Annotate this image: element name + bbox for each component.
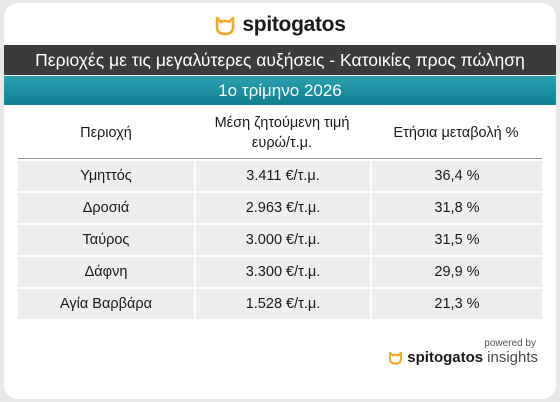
cell-change: 31,8 % [372,193,542,223]
cell-change: 21,3 % [372,289,542,319]
cell-area: Δροσιά [18,193,194,223]
report-card: spitogatos Περιοχές με τις μεγαλύτερες α… [4,3,556,399]
cell-change: 31,5 % [372,225,542,255]
table-body: Υμηττός 3.411 €/τ.μ. 36,4 % Δροσιά 2.963… [18,161,542,319]
cell-price: 3.300 €/τ.μ. [196,257,370,287]
table-header: Περιοχή Μέση ζητούμενη τιμή ευρώ/τ.μ. Ετ… [18,109,542,159]
table-row: Δάφνη 3.300 €/τ.μ. 29,9 % [18,257,542,287]
header-price: Μέση ζητούμενη τιμή ευρώ/τ.μ. [194,109,370,158]
cell-price: 3.000 €/τ.μ. [196,225,370,255]
cell-area: Ταύρος [18,225,194,255]
spitogatos-insights-logo: spitogatos insights [388,349,538,366]
cell-area: Υμηττός [18,161,194,191]
period-subtitle: 1ο τρίμηνο 2026 [4,76,556,105]
insights-label: insights [487,349,538,366]
brand-name-footer: spitogatos [407,349,484,366]
table-row: Υμηττός 3.411 €/τ.μ. 36,4 % [18,161,542,191]
table-row: Ταύρος 3.000 €/τ.μ. 31,5 % [18,225,542,255]
ranking-table: Περιοχή Μέση ζητούμενη τιμή ευρώ/τ.μ. Ετ… [18,109,542,321]
cell-area: Αγία Βαρβάρα [18,289,194,319]
cat-logo-icon [216,16,235,36]
spitogatos-logo: spitogatos [4,13,556,37]
page-title: Περιοχές με τις μεγαλύτερες αυξήσεις - Κ… [4,45,556,75]
cell-change: 36,4 % [372,161,542,191]
header-area: Περιοχή [80,124,132,141]
cat-logo-icon [389,351,403,365]
table-row: Δροσιά 2.963 €/τ.μ. 31,8 % [18,193,542,223]
header-change: Ετήσια μεταβολή % [393,124,519,141]
brand-name: spitogatos [242,13,346,36]
cell-area: Δάφνη [18,257,194,287]
cell-price: 2.963 €/τ.μ. [196,193,370,223]
cell-price: 1.528 €/τ.μ. [196,289,370,319]
cell-price: 3.411 €/τ.μ. [196,161,370,191]
table-row: Αγία Βαρβάρα 1.528 €/τ.μ. 21,3 % [18,289,542,319]
powered-by-label: powered by [484,338,536,349]
header-price-line1: Μέση ζητούμενη τιμή [214,114,350,131]
cell-change: 29,9 % [372,257,542,287]
header-price-line2: ευρώ/τ.μ. [251,134,313,151]
